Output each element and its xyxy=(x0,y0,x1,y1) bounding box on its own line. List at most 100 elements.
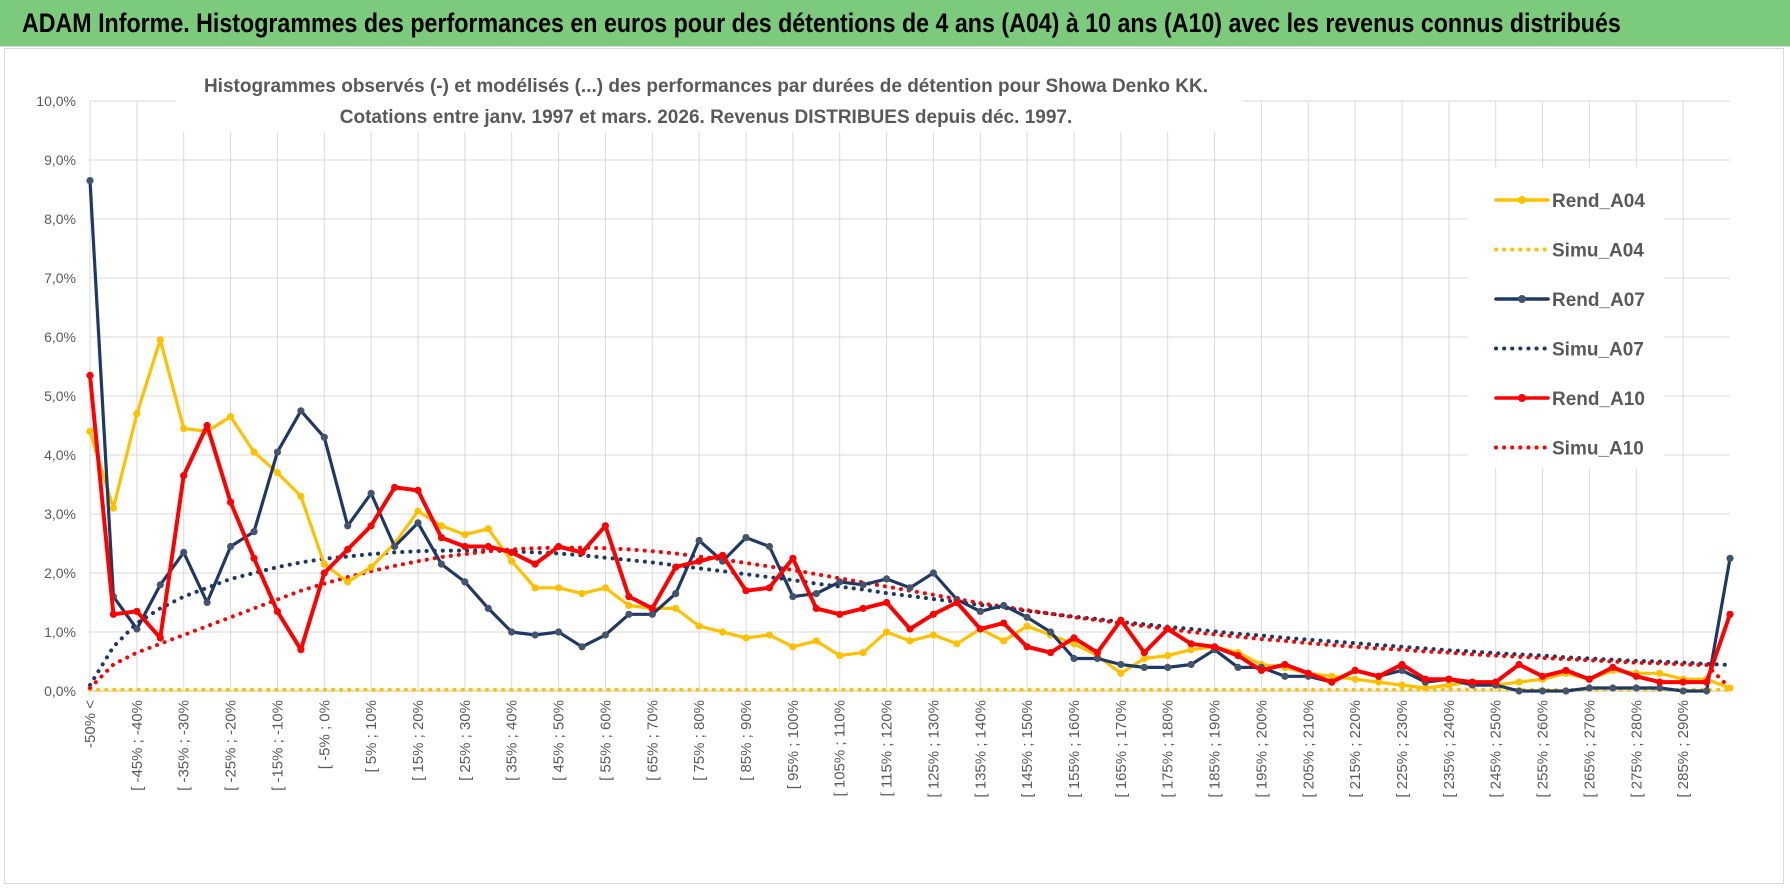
series-rend-a04 xyxy=(86,336,1734,692)
data-point-rend-a04 xyxy=(695,622,703,630)
data-point-rend-a04 xyxy=(86,427,94,435)
data-point-rend-a04 xyxy=(1164,652,1172,660)
data-point-rend-a10 xyxy=(1047,649,1055,657)
data-point-rend-a04 xyxy=(789,643,797,651)
data-point-rend-a07 xyxy=(1398,666,1406,675)
data-point-rend-a07 xyxy=(836,578,844,586)
data-point-rend-a04 xyxy=(1375,678,1383,686)
data-point-rend-a07 xyxy=(1281,672,1289,680)
x-tick-label: [ 255% ; 260% xyxy=(1535,700,1552,798)
x-tick-label: [ 155% ; 160% xyxy=(1066,700,1083,798)
data-point-rend-a10 xyxy=(765,584,774,592)
data-point-rend-a07 xyxy=(812,590,820,598)
data-point-rend-a07 xyxy=(929,569,938,577)
data-point-rend-a04 xyxy=(180,424,188,432)
data-point-rend-a07 xyxy=(1023,613,1031,621)
data-point-rend-a04 xyxy=(1398,681,1406,689)
data-point-rend-a10 xyxy=(1070,634,1078,642)
x-tick-label: [ 75% ; 80% xyxy=(691,700,708,781)
data-point-rend-a07 xyxy=(437,560,445,568)
legend-label-simu-a04: Simu_A04 xyxy=(1552,241,1644,262)
data-point-rend-a10 xyxy=(437,534,445,542)
data-point-rend-a10 xyxy=(1023,643,1031,651)
data-point-rend-a04 xyxy=(484,525,492,533)
data-point-rend-a10 xyxy=(1000,619,1008,627)
data-point-rend-a10 xyxy=(672,563,680,571)
data-point-rend-a07 xyxy=(859,581,867,589)
legend-item-simu-a07: Simu_A07 xyxy=(1494,340,1644,361)
data-point-rend-a10 xyxy=(953,598,961,607)
data-point-rend-a07 xyxy=(1515,687,1523,695)
data-point-rend-a10 xyxy=(555,542,563,551)
data-point-rend-a10 xyxy=(367,522,375,530)
data-point-rend-a10 xyxy=(1656,678,1664,686)
y-tick-label: 10,0% xyxy=(36,93,76,109)
report-title: ADAM Informe. Histogrammes des performan… xyxy=(22,8,1621,38)
data-point-rend-a07 xyxy=(883,575,891,583)
data-point-rend-a04 xyxy=(1656,669,1664,677)
legend-label-rend-a07: Rend_A07 xyxy=(1552,290,1645,311)
data-point-rend-a04 xyxy=(344,578,352,586)
data-point-rend-a07 xyxy=(1539,687,1547,695)
data-point-rend-a07 xyxy=(1562,687,1570,695)
data-point-rend-a07 xyxy=(227,542,235,551)
grid-lines xyxy=(89,100,1730,692)
series-layer xyxy=(86,177,1734,695)
data-point-rend-a04 xyxy=(765,631,774,639)
data-point-rend-a10 xyxy=(484,542,492,551)
data-point-rend-a10 xyxy=(508,548,516,557)
x-tick-label: [ -35% ; -30% xyxy=(176,700,193,791)
data-point-rend-a10 xyxy=(250,554,258,562)
data-point-rend-a04 xyxy=(836,652,844,660)
legend-label-simu-a10: Simu_A10 xyxy=(1552,439,1644,460)
series-simu-a07 xyxy=(88,548,1732,688)
data-point-rend-a10 xyxy=(1585,675,1593,683)
data-point-rend-a04 xyxy=(1140,654,1148,663)
data-point-rend-a04 xyxy=(859,649,867,657)
data-point-rend-a04 xyxy=(109,504,117,512)
data-point-rend-a07 xyxy=(1164,663,1172,672)
data-point-rend-a10 xyxy=(1187,640,1195,648)
chart-title-background xyxy=(176,68,1242,132)
data-point-rend-a04 xyxy=(906,637,914,645)
data-point-rend-a04 xyxy=(297,492,305,500)
data-point-rend-a04 xyxy=(133,410,141,418)
report-banner: ADAM Informe. Histogrammes des performan… xyxy=(0,0,1790,47)
data-point-rend-a07 xyxy=(1632,684,1640,692)
data-point-rend-a10 xyxy=(836,610,844,618)
data-point-rend-a04 xyxy=(601,584,610,592)
x-tick-label: [ 285% ; 290% xyxy=(1675,700,1692,798)
x-tick-label: [ 15% ; 20% xyxy=(410,700,427,781)
legend-item-simu-a04: Simu_A04 xyxy=(1494,241,1644,262)
x-tick-label: [ 235% ; 240% xyxy=(1441,700,1458,798)
data-point-rend-a04 xyxy=(1515,678,1523,686)
series-line-simu-a10 xyxy=(88,545,1732,690)
data-point-rend-a04 xyxy=(555,584,563,592)
data-point-rend-a04 xyxy=(742,634,750,642)
y-tick-label: 6,0% xyxy=(44,329,76,345)
legend-label-rend-a04: Rend_A04 xyxy=(1552,191,1645,212)
data-point-rend-a10 xyxy=(1281,660,1289,669)
x-tick-label: [ -5% ; 0% xyxy=(316,700,333,769)
data-point-rend-a04 xyxy=(437,522,445,530)
data-point-rend-a04 xyxy=(250,448,258,456)
data-point-rend-a07 xyxy=(297,407,305,415)
x-tick-label: [ 135% ; 140% xyxy=(972,700,989,798)
data-point-rend-a04 xyxy=(508,557,516,565)
data-point-rend-a10 xyxy=(625,593,633,601)
data-point-rend-a04 xyxy=(156,336,164,344)
data-point-rend-a10 xyxy=(1257,666,1265,675)
y-tick-label: 1,0% xyxy=(44,624,76,640)
series-line-simu-a07 xyxy=(88,548,1732,688)
data-point-rend-a07 xyxy=(976,607,984,616)
data-point-rend-a10 xyxy=(1164,625,1172,633)
data-point-rend-a07 xyxy=(648,610,656,618)
data-point-rend-a04 xyxy=(625,601,633,610)
data-point-rend-a10 xyxy=(227,498,235,506)
data-point-rend-a04 xyxy=(1187,646,1195,654)
data-point-rend-a07 xyxy=(203,598,211,607)
data-point-rend-a07 xyxy=(672,590,680,598)
data-point-rend-a07 xyxy=(1070,654,1078,663)
data-point-rend-a07 xyxy=(906,584,914,592)
